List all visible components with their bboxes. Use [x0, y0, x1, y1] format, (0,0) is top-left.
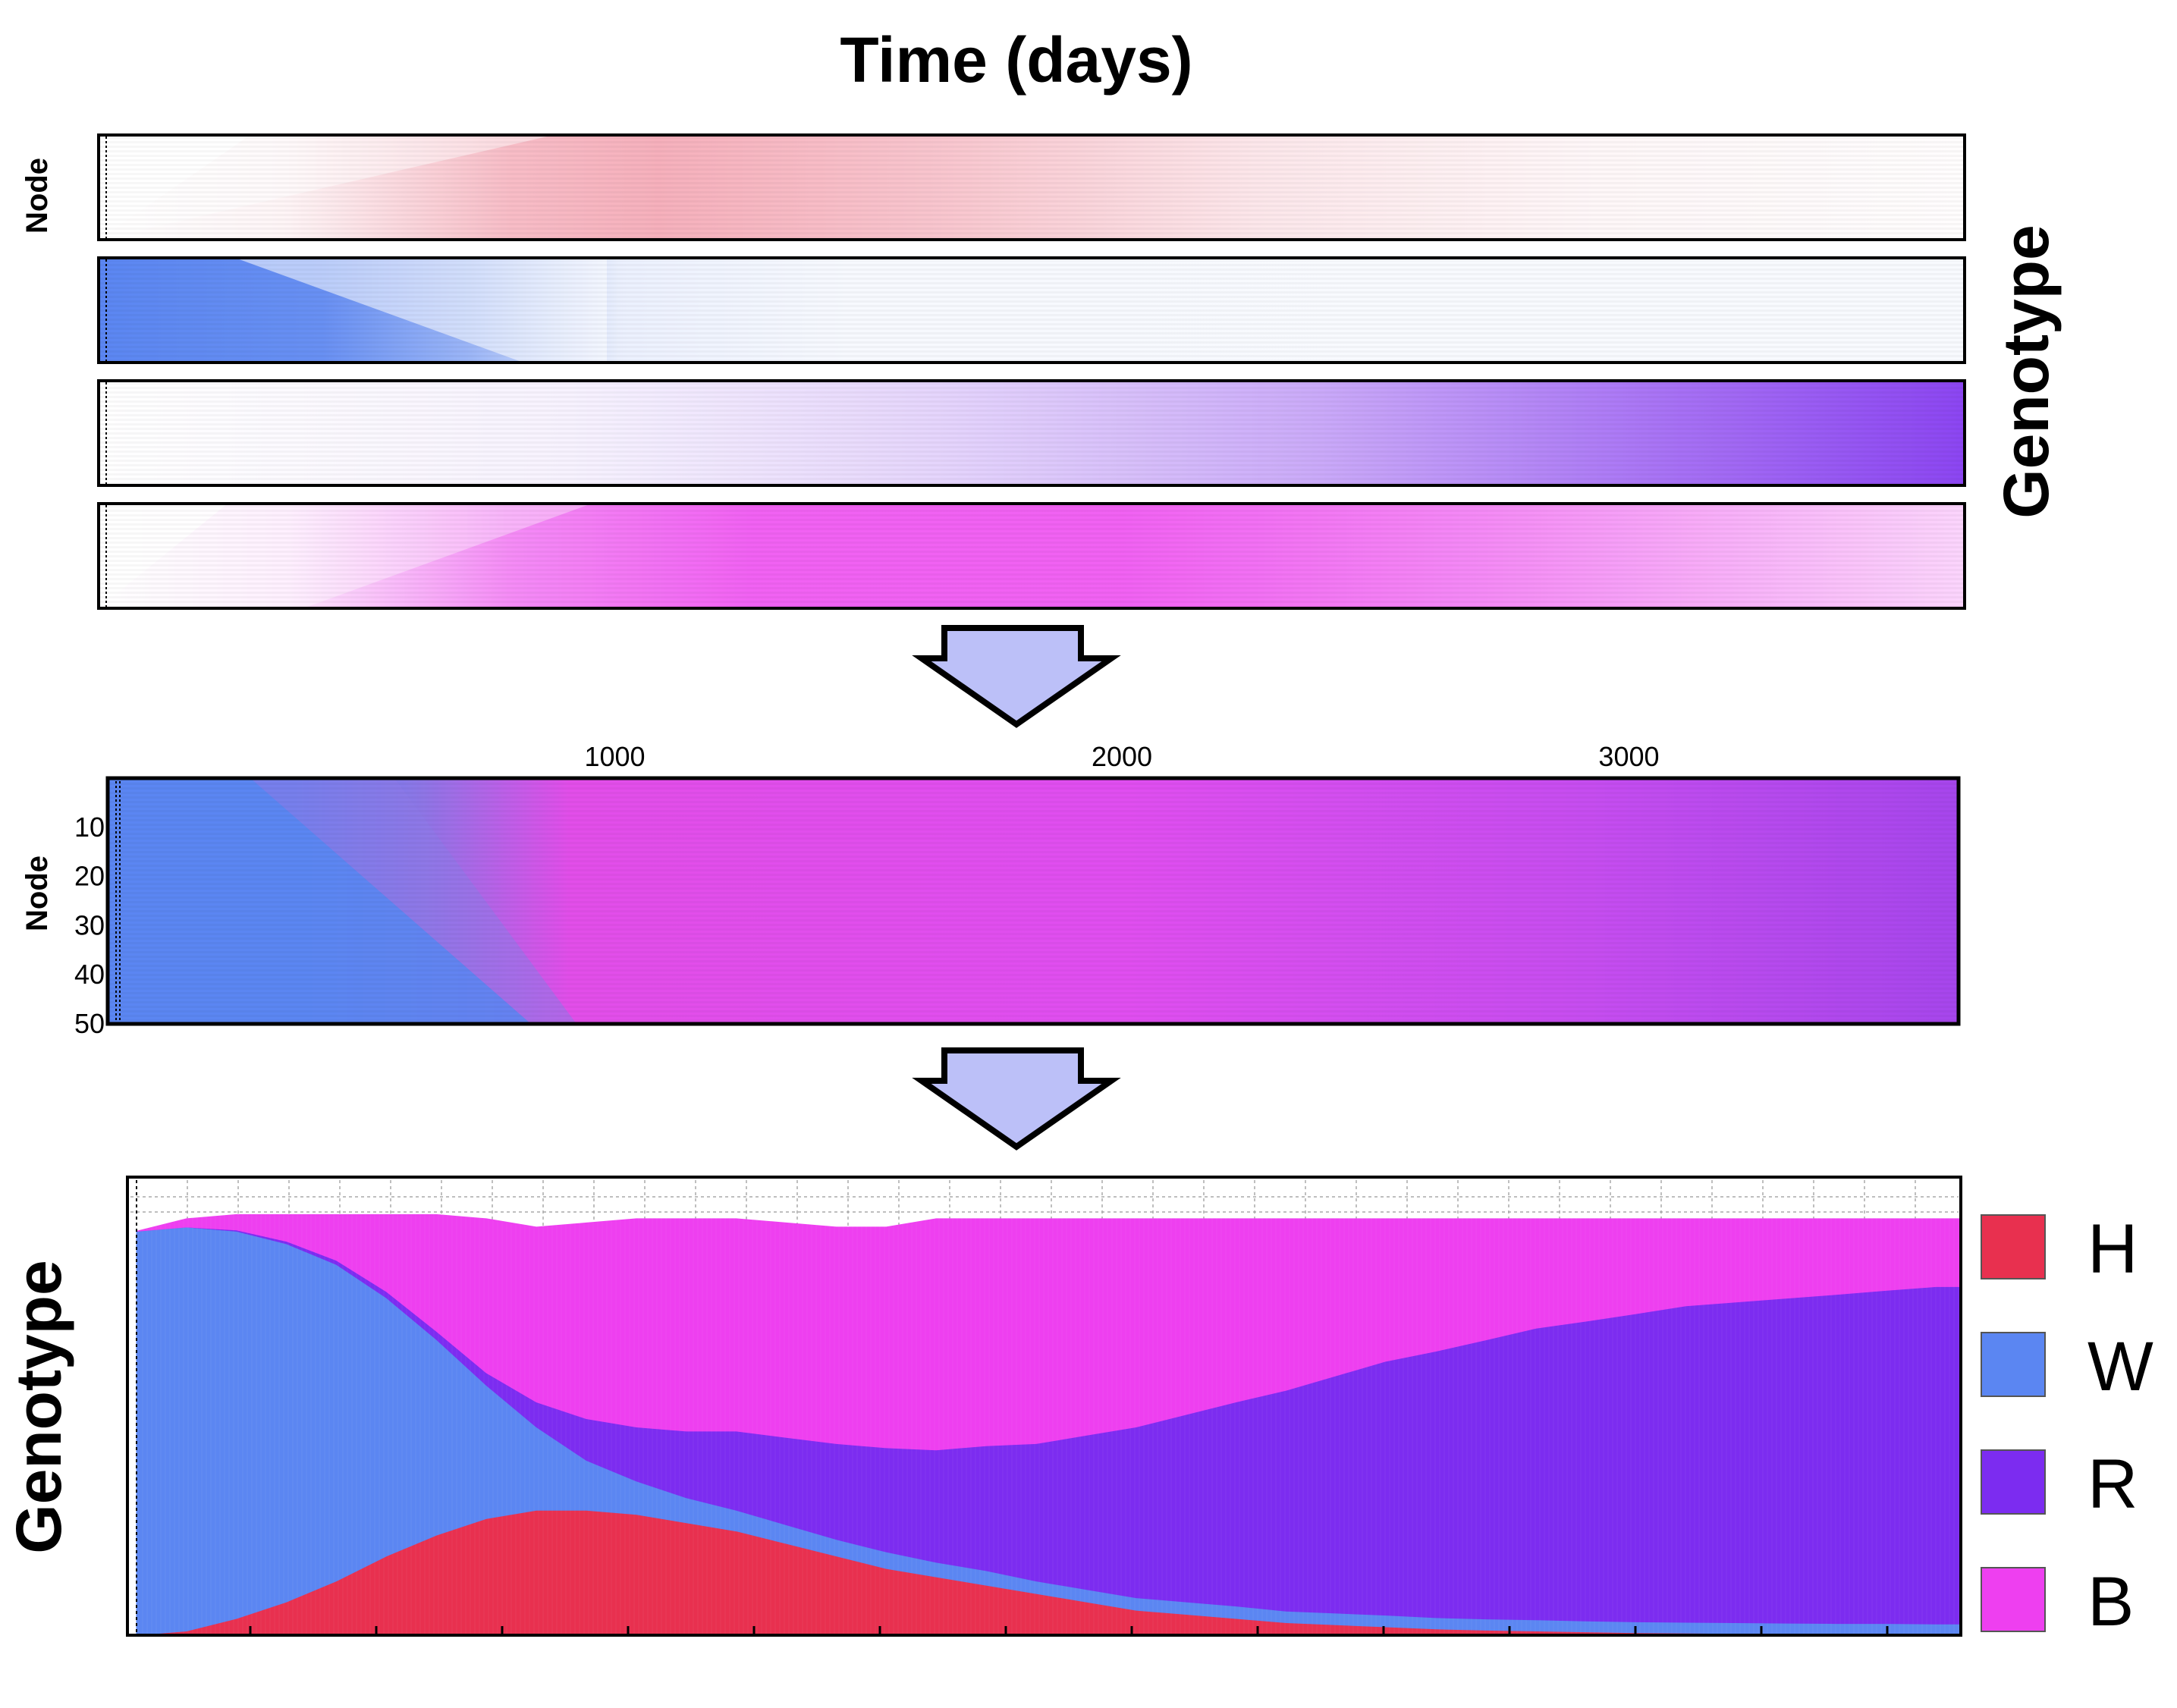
- legend-swatch-w: [1981, 1332, 2046, 1397]
- down-arrow-1: [912, 625, 1121, 728]
- area-series: [136, 1213, 1962, 1636]
- area-xticks: [249, 1626, 1889, 1635]
- combined-ytick-label: 20: [74, 861, 105, 892]
- panel-r: [97, 379, 1966, 487]
- area-chart: [126, 1176, 1962, 1637]
- legend-swatch-r: [1981, 1449, 2046, 1515]
- top-panels-ylabel: Node: [20, 158, 54, 234]
- combined-ytick-label: 30: [74, 909, 105, 940]
- area-ylabel: Genotype: [3, 1260, 74, 1553]
- combined-xtick-label: 3000: [1598, 741, 1659, 772]
- combined-xtick-label: 1000: [584, 741, 645, 772]
- panel-w: [97, 256, 1966, 364]
- combined-ytick-label: 50: [74, 1008, 105, 1039]
- legend-label-h: H: [2087, 1210, 2138, 1288]
- down-arrow-2: [912, 1047, 1121, 1151]
- legend-swatch-b: [1981, 1567, 2046, 1632]
- combined-ylabel: Node: [20, 856, 54, 931]
- legend-swatch-h: [1981, 1214, 2046, 1279]
- combined-heatmap: [105, 776, 1961, 1026]
- area-grid: [130, 1180, 1959, 1229]
- legend-label-r: R: [2087, 1446, 2138, 1523]
- right-axis-label: Genotype: [1990, 224, 2062, 518]
- combined-ytick-label: 10: [74, 812, 105, 843]
- panel-h: [97, 133, 1966, 241]
- legend-label-b: B: [2087, 1563, 2134, 1640]
- combined-xtick-label: 2000: [1092, 741, 1152, 772]
- combined-ytick-label: 40: [74, 959, 105, 990]
- combined-ticks: 1000 2000 3000 10 20 30 40 50: [74, 741, 1660, 1039]
- panel-b: [97, 502, 1966, 610]
- figure-title: Time (days): [840, 24, 1192, 96]
- legend-label-w: W: [2087, 1328, 2153, 1405]
